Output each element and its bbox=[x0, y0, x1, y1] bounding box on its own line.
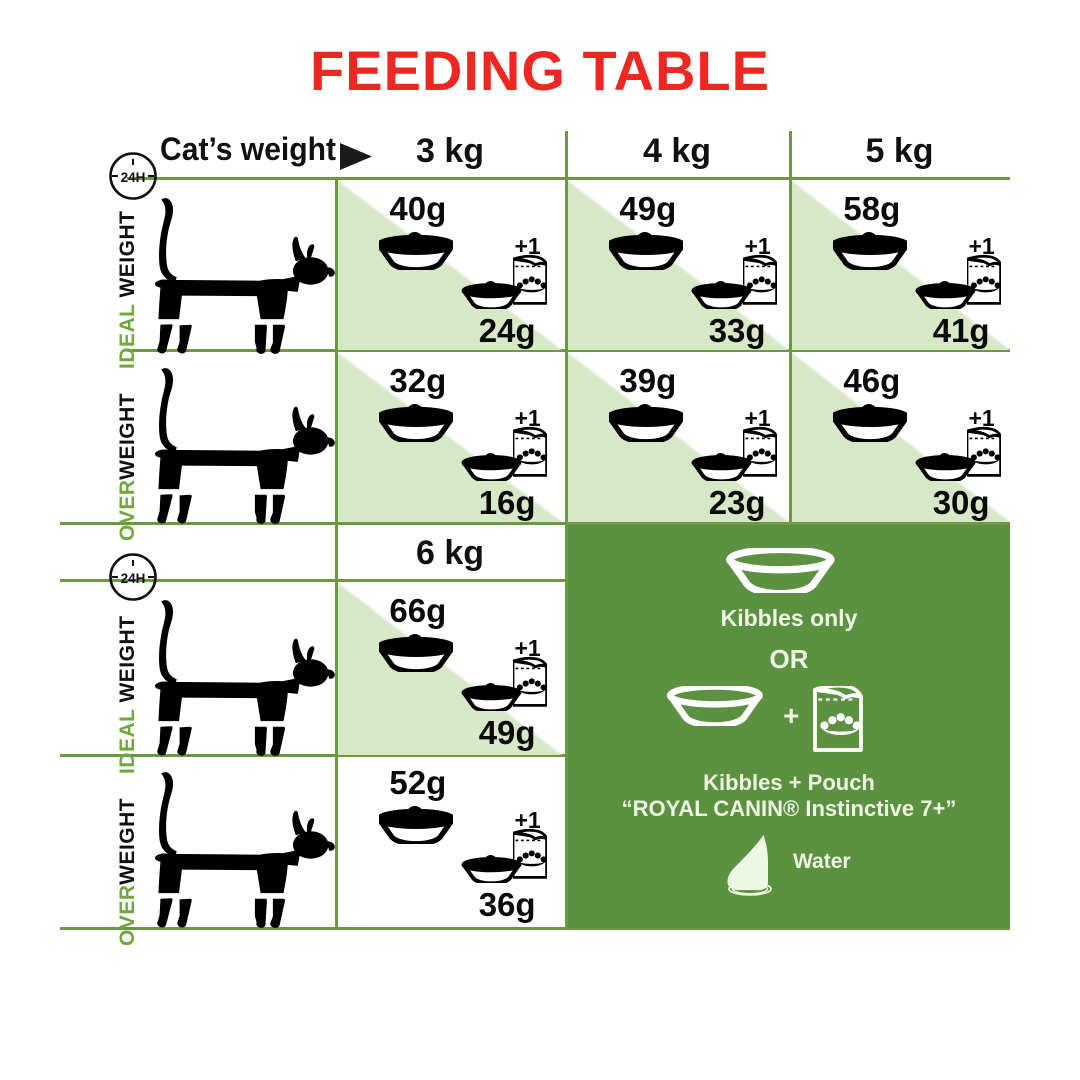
svg-text:24H: 24H bbox=[121, 170, 146, 185]
svg-text:24H: 24H bbox=[121, 571, 146, 586]
